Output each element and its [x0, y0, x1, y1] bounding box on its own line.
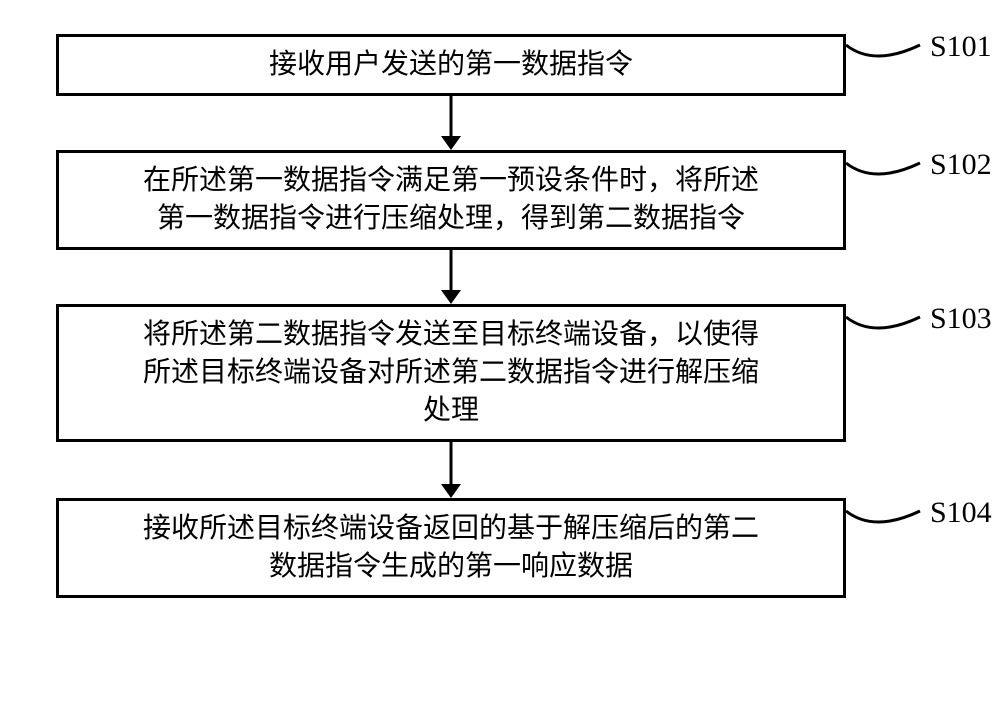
step-label-4: S104: [930, 496, 992, 530]
flow-node-4-text: 接收所述目标终端设备返回的基于解压缩后的第二 数据指令生成的第一响应数据: [125, 510, 777, 586]
flow-node-3: 将所述第二数据指令发送至目标终端设备，以使得 所述目标终端设备对所述第二数据指令…: [56, 304, 846, 442]
label-connector-curves: [846, 45, 920, 522]
flow-node-3-text: 将所述第二数据指令发送至目标终端设备，以使得 所述目标终端设备对所述第二数据指令…: [125, 316, 777, 429]
step-label-2: S102: [930, 148, 992, 182]
flow-node-4: 接收所述目标终端设备返回的基于解压缩后的第二 数据指令生成的第一响应数据: [56, 498, 846, 598]
flow-node-2-text: 在所述第一数据指令满足第一预设条件时，将所述 第一数据指令进行压缩处理，得到第二…: [125, 162, 777, 238]
step-label-1: S101: [930, 30, 992, 64]
flowchart-diagram: 接收用户发送的第一数据指令 S101 在所述第一数据指令满足第一预设条件时，将所…: [0, 0, 1000, 704]
flow-node-1: 接收用户发送的第一数据指令: [56, 34, 846, 96]
flow-node-2: 在所述第一数据指令满足第一预设条件时，将所述 第一数据指令进行压缩处理，得到第二…: [56, 150, 846, 250]
flow-node-1-text: 接收用户发送的第一数据指令: [251, 46, 651, 84]
step-label-3: S103: [930, 302, 992, 336]
